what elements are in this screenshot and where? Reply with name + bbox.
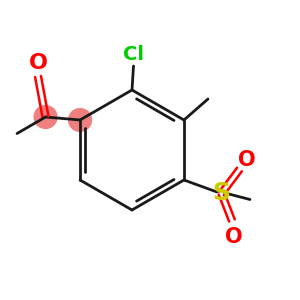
Text: O: O <box>225 227 242 247</box>
Text: S: S <box>212 182 230 206</box>
Circle shape <box>34 106 57 128</box>
Text: Cl: Cl <box>123 44 144 64</box>
Text: O: O <box>28 53 47 73</box>
Text: O: O <box>238 151 256 170</box>
Circle shape <box>69 109 92 131</box>
